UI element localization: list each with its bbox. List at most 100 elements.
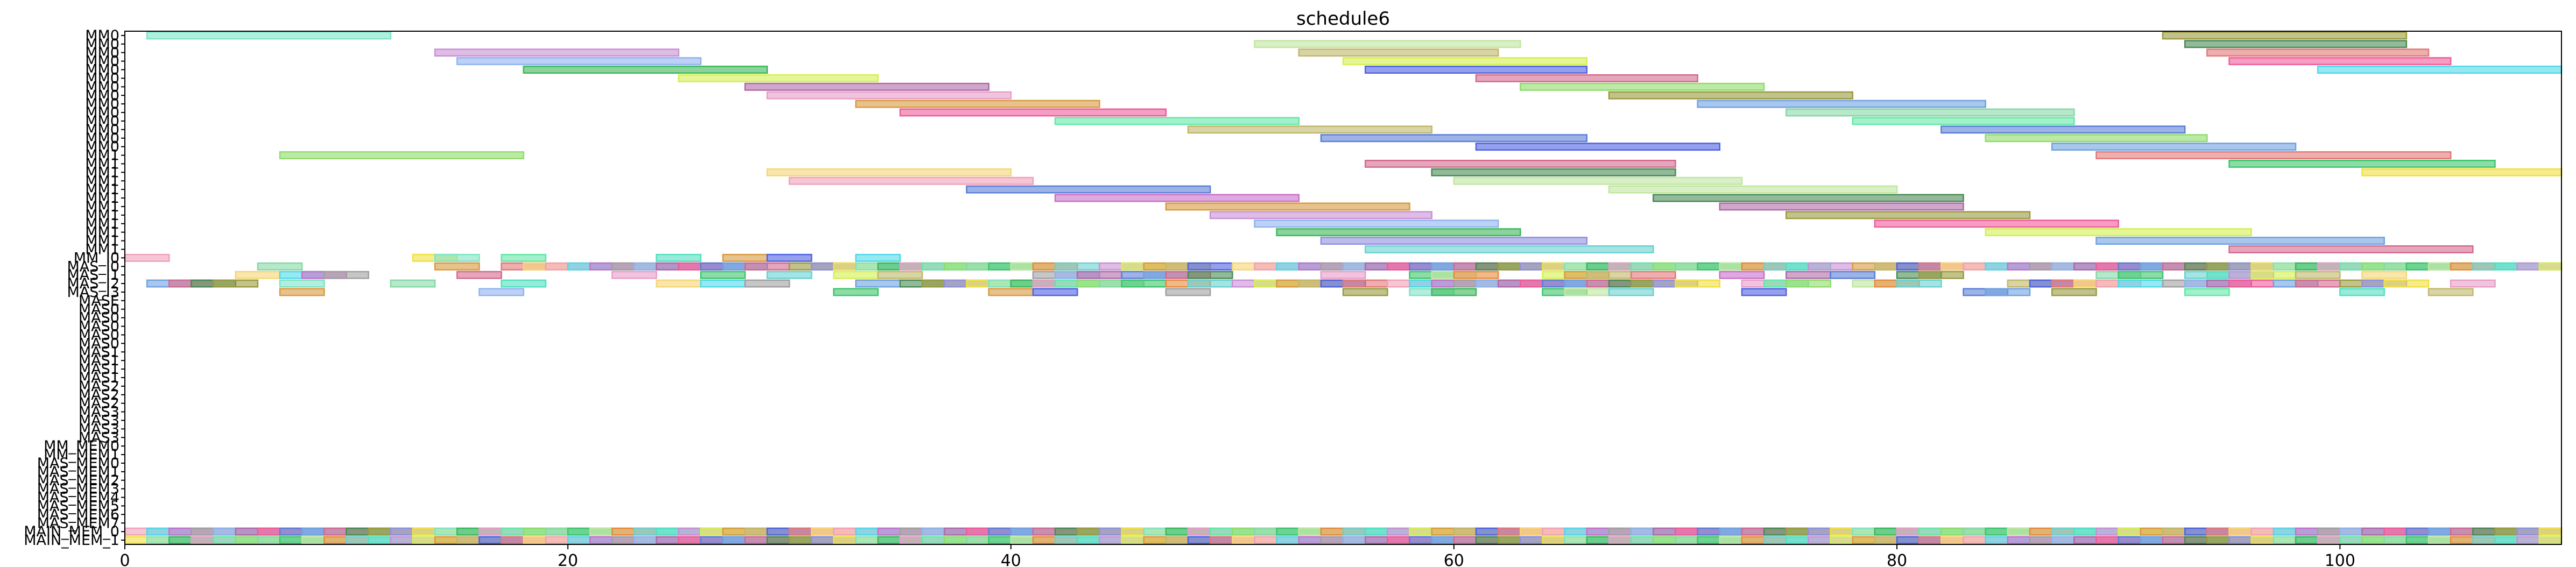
interval-bar bbox=[1342, 288, 1388, 296]
y-tick-label: MM1 bbox=[85, 233, 119, 250]
y-tick-label: MM1 bbox=[85, 190, 119, 207]
plot-frame bbox=[124, 31, 2562, 545]
interval-bar bbox=[124, 253, 170, 262]
y-tick-label: MAS_MEM0 bbox=[37, 455, 119, 472]
interval-bar bbox=[1985, 288, 2031, 296]
task-bar bbox=[1520, 82, 1765, 91]
interval-bar bbox=[235, 271, 281, 279]
y-tick-label: MM0 bbox=[85, 139, 119, 155]
task-bar bbox=[1254, 40, 1521, 48]
task-bar bbox=[1475, 143, 1721, 151]
interval-bar bbox=[500, 279, 547, 288]
interval-bar bbox=[279, 288, 325, 296]
y-tick-label: MM0 bbox=[85, 79, 119, 95]
y-tick-label: MM0 bbox=[85, 27, 119, 44]
task-bar bbox=[2361, 168, 2563, 176]
interval-bar bbox=[257, 262, 303, 271]
interval-bar bbox=[2118, 279, 2164, 288]
y-tick-label: MM0 bbox=[85, 122, 119, 138]
y-tick-label: MAS1 bbox=[79, 370, 119, 386]
task-bar bbox=[1276, 228, 1521, 237]
interval-bar bbox=[1785, 279, 1831, 288]
task-bar bbox=[1985, 228, 2252, 237]
task-bar bbox=[1209, 211, 1432, 219]
task-bar bbox=[788, 176, 1034, 185]
interval-bar bbox=[1830, 271, 1876, 279]
task-bar bbox=[1298, 48, 1499, 57]
interval-bar bbox=[744, 279, 791, 288]
task-bar bbox=[766, 168, 1012, 176]
interval-bar bbox=[744, 262, 791, 271]
y-tick-label: MM1 bbox=[85, 216, 119, 232]
y-tick-label: MM0 bbox=[85, 96, 119, 112]
y-tick-label: MAS3 bbox=[79, 421, 119, 437]
interval-bar bbox=[1121, 279, 1167, 288]
interval-bar bbox=[478, 288, 525, 296]
y-tick-label: MAS1 bbox=[79, 352, 119, 369]
task-bar bbox=[1254, 219, 1499, 228]
task-bar bbox=[1054, 194, 1300, 202]
task-bar bbox=[1320, 134, 1588, 143]
interval-bar bbox=[832, 271, 879, 279]
task-bar bbox=[899, 108, 1167, 117]
y-tick-label: MM0 bbox=[85, 36, 119, 53]
chart-title: schedule6 bbox=[1296, 8, 1390, 30]
y-tick-label: MAS3 bbox=[79, 404, 119, 421]
interval-bar bbox=[611, 271, 658, 279]
y-tick-label: MM1 bbox=[85, 207, 119, 224]
interval-bar bbox=[766, 271, 813, 279]
y-tick-label: MAS_MEM2 bbox=[37, 472, 119, 489]
interval-bar bbox=[2538, 262, 2563, 271]
interval-bar bbox=[988, 288, 1034, 296]
interval-bar bbox=[2295, 271, 2341, 279]
task-bar bbox=[677, 74, 879, 82]
task-bar bbox=[2184, 40, 2408, 48]
task-bar bbox=[1985, 134, 2208, 143]
task-bar bbox=[1940, 125, 2186, 134]
y-tick-label: MM1 bbox=[85, 155, 119, 172]
task-bar bbox=[1364, 245, 1654, 253]
interval-bar bbox=[2361, 271, 2408, 279]
interval-bar bbox=[213, 279, 259, 288]
interval-bar bbox=[1076, 271, 1123, 279]
y-tick-label: MAS1 bbox=[79, 344, 119, 360]
y-tick-label: MASE bbox=[79, 293, 119, 309]
task-bar bbox=[1719, 202, 1964, 211]
y-tick-label: MM1 bbox=[85, 164, 119, 181]
interval-bar bbox=[1320, 271, 1366, 279]
y-tick-label: MAS0 bbox=[79, 318, 119, 335]
task-bar bbox=[1785, 108, 2075, 117]
task-bar bbox=[1054, 117, 1300, 125]
interval-bar bbox=[2118, 271, 2164, 279]
interval-bar bbox=[1608, 288, 1654, 296]
interval-bar bbox=[1453, 271, 1499, 279]
interval-bar bbox=[2339, 288, 2385, 296]
task-bar bbox=[2228, 159, 2496, 168]
y-tick-label: MAS2 bbox=[79, 387, 119, 403]
interval-bar bbox=[1741, 288, 1787, 296]
interval-bar bbox=[2538, 536, 2563, 544]
task-bar bbox=[1165, 202, 1410, 211]
task-bar bbox=[279, 151, 525, 160]
interval-bar bbox=[456, 271, 503, 279]
y-tick-label: MM_I0 bbox=[74, 250, 119, 266]
y-axis: MM0MM0MM0MM0MM0MM0MM0MM0MM0MM0MM0MM0MM0M… bbox=[24, 27, 125, 549]
task-bar bbox=[523, 66, 768, 74]
task-bar bbox=[1608, 185, 1898, 194]
task-bar bbox=[1697, 100, 1986, 108]
x-tick-label: 0 bbox=[119, 551, 130, 567]
interval-bar bbox=[2228, 279, 2275, 288]
y-tick-label: MM1 bbox=[85, 147, 119, 164]
y-tick-label: MM0 bbox=[85, 62, 119, 79]
task-bar bbox=[2051, 143, 2297, 151]
y-tick-label: MM1 bbox=[85, 173, 119, 189]
interval-bar bbox=[766, 253, 813, 262]
interval-bar bbox=[500, 253, 547, 262]
interval-bar bbox=[2295, 279, 2341, 288]
task-bar bbox=[1342, 57, 1588, 66]
x-tick-label: 20 bbox=[557, 551, 578, 567]
interval-bar bbox=[1564, 288, 1610, 296]
interval-bar bbox=[1675, 279, 1721, 288]
